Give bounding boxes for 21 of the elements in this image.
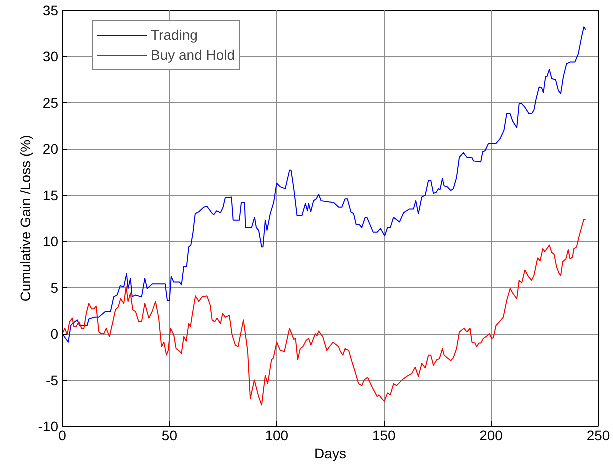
x-axis-title: Days: [314, 446, 346, 462]
y-tick-label: 30: [42, 48, 59, 65]
x-tick-label: 200: [480, 428, 504, 444]
y-tick-label: 10: [42, 234, 59, 250]
y-tick-label: 25: [42, 94, 59, 111]
y-tick-label: 0: [50, 326, 59, 342]
y-tick-label: 20: [42, 141, 59, 158]
x-tick-label: 100: [265, 428, 289, 444]
y-axis-title: Cumulative Gain /Loss (%): [17, 135, 34, 302]
x-tick-label: 250: [586, 428, 610, 444]
line-series: [62, 26, 586, 343]
x-tick-label: 150: [372, 428, 396, 444]
legend-label: Trading: [151, 26, 198, 45]
y-tick-label: -10: [38, 418, 59, 434]
x-tick-label: 50: [162, 428, 178, 444]
legend-label: Buy and Hold: [151, 46, 236, 65]
line-series: [62, 218, 586, 406]
y-tick-label: 5: [50, 280, 59, 296]
y-tick-label: 15: [42, 187, 59, 204]
y-tick-label: 35: [42, 2, 59, 18]
y-tick-label: -5: [46, 372, 59, 388]
